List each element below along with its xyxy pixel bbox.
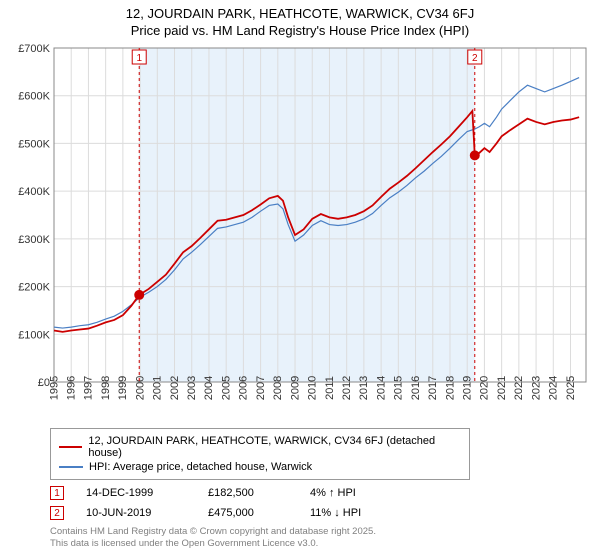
svg-text:2010: 2010 <box>307 376 319 400</box>
tx-delta: 4% ↑ HPI <box>310 487 356 499</box>
svg-text:2012: 2012 <box>341 376 353 400</box>
page-subtitle: Price paid vs. HM Land Registry's House … <box>8 23 592 38</box>
svg-text:2015: 2015 <box>393 376 405 400</box>
tx-marker: 2 <box>50 506 64 520</box>
svg-text:2020: 2020 <box>479 376 491 400</box>
legend-swatch <box>59 446 82 448</box>
svg-text:1996: 1996 <box>66 376 78 400</box>
svg-text:£700K: £700K <box>18 43 50 55</box>
svg-text:2007: 2007 <box>255 376 267 400</box>
svg-text:2017: 2017 <box>427 376 439 400</box>
tx-date: 10-JUN-2019 <box>86 507 186 519</box>
svg-text:2014: 2014 <box>375 376 387 400</box>
svg-text:2021: 2021 <box>496 376 508 400</box>
svg-text:£600K: £600K <box>18 91 50 103</box>
legend-swatch <box>59 466 83 468</box>
svg-text:2019: 2019 <box>462 376 474 400</box>
svg-text:1999: 1999 <box>117 376 129 400</box>
legend: 12, JOURDAIN PARK, HEATHCOTE, WARWICK, C… <box>50 428 470 480</box>
tx-date: 14-DEC-1999 <box>86 487 186 499</box>
svg-text:2004: 2004 <box>203 376 215 400</box>
tx-delta: 11% ↓ HPI <box>310 507 361 519</box>
svg-text:2003: 2003 <box>186 376 198 400</box>
svg-text:1997: 1997 <box>83 376 95 400</box>
svg-text:2016: 2016 <box>410 376 422 400</box>
table-row: 2 10-JUN-2019 £475,000 11% ↓ HPI <box>50 506 592 520</box>
svg-text:£400K: £400K <box>18 186 50 198</box>
footer: Contains HM Land Registry data © Crown c… <box>50 526 592 551</box>
svg-text:1998: 1998 <box>100 376 112 400</box>
table-row: 1 14-DEC-1999 £182,500 4% ↑ HPI <box>50 486 592 500</box>
svg-text:2023: 2023 <box>530 376 542 400</box>
footer-line: Contains HM Land Registry data © Crown c… <box>50 526 592 538</box>
svg-text:2022: 2022 <box>513 376 525 400</box>
svg-text:2008: 2008 <box>272 376 284 400</box>
legend-item: 12, JOURDAIN PARK, HEATHCOTE, WARWICK, C… <box>59 435 461 459</box>
svg-text:£100K: £100K <box>18 329 50 341</box>
svg-text:2009: 2009 <box>289 376 301 400</box>
legend-label: 12, JOURDAIN PARK, HEATHCOTE, WARWICK, C… <box>88 435 461 459</box>
transaction-table: 1 14-DEC-1999 £182,500 4% ↑ HPI 2 10-JUN… <box>50 486 592 520</box>
tx-price: £475,000 <box>208 507 288 519</box>
svg-text:2024: 2024 <box>548 376 560 400</box>
svg-text:2011: 2011 <box>324 376 336 400</box>
page-title: 12, JOURDAIN PARK, HEATHCOTE, WARWICK, C… <box>8 6 592 21</box>
tx-price: £182,500 <box>208 487 288 499</box>
price-chart: £0£100K£200K£300K£400K£500K£600K£700K199… <box>8 42 592 422</box>
svg-text:£300K: £300K <box>18 234 50 246</box>
legend-item: HPI: Average price, detached house, Warw… <box>59 461 461 473</box>
legend-label: HPI: Average price, detached house, Warw… <box>89 461 312 473</box>
svg-text:2006: 2006 <box>238 376 250 400</box>
svg-text:£500K: £500K <box>18 138 50 150</box>
footer-line: This data is licensed under the Open Gov… <box>50 538 592 550</box>
svg-text:2001: 2001 <box>152 376 164 400</box>
svg-text:2025: 2025 <box>565 376 577 400</box>
tx-marker: 1 <box>50 486 64 500</box>
svg-text:2018: 2018 <box>444 376 456 400</box>
svg-text:1: 1 <box>136 53 142 64</box>
svg-text:2005: 2005 <box>220 376 232 400</box>
svg-text:2013: 2013 <box>358 376 370 400</box>
svg-text:2002: 2002 <box>169 376 181 400</box>
svg-text:2: 2 <box>472 53 478 64</box>
svg-text:£200K: £200K <box>18 282 50 294</box>
svg-text:2000: 2000 <box>134 376 146 400</box>
